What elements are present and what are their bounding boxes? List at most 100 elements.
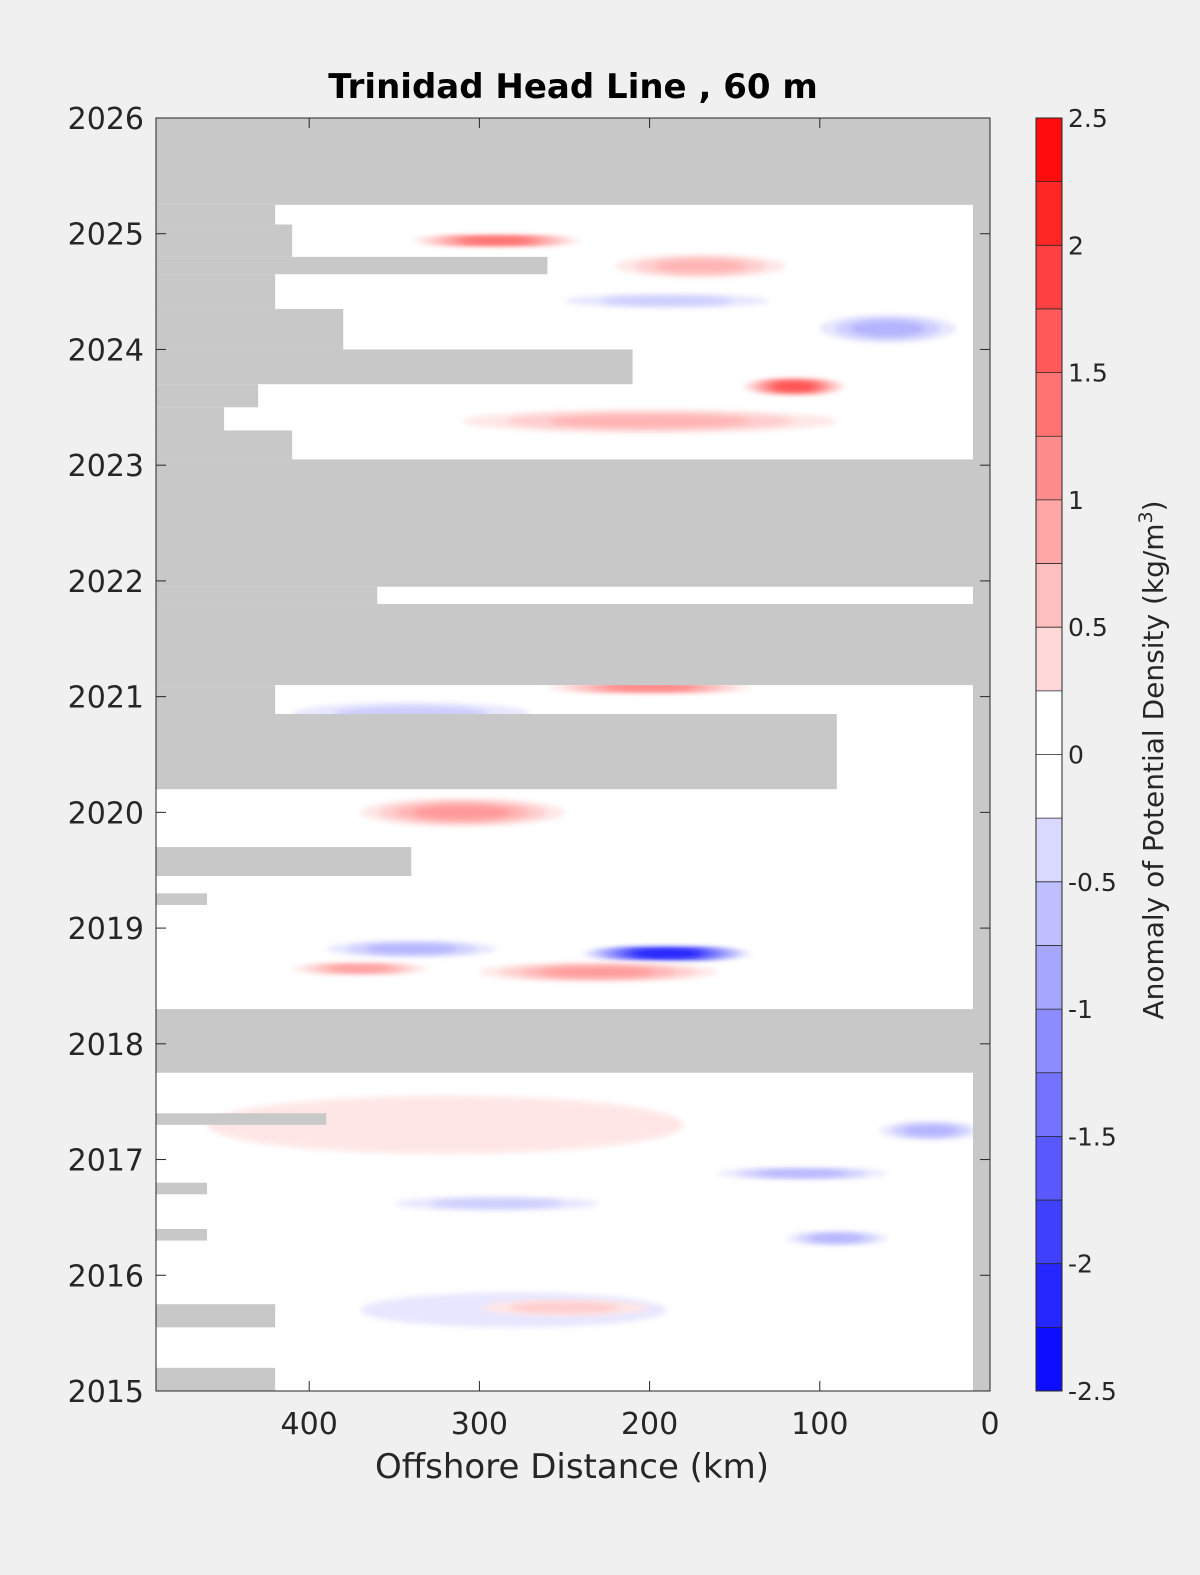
no-data-region: [156, 308, 344, 350]
anomaly-feature-11-level-4: [541, 967, 656, 977]
colorbar-band: [1036, 499, 1062, 564]
colorbar-band: [1036, 372, 1062, 437]
no-data-region: [156, 847, 412, 877]
colorbar-tick-label: -0.5: [1068, 868, 1117, 897]
no-data-region: [156, 604, 990, 686]
y-tick-label: 2026: [68, 102, 144, 137]
anomaly-feature-6-level-5: [604, 684, 695, 690]
x-tick-label: 0: [980, 1407, 999, 1442]
anomaly-feature-0-level-6: [460, 238, 532, 244]
anomaly-feature-17-level-2: [430, 1199, 563, 1209]
colorbar-tick-label: 1.5: [1068, 359, 1108, 388]
no-data-region: [156, 1182, 208, 1195]
colorbar-band: [1036, 1072, 1062, 1137]
colorbar-tick-label: 1: [1068, 486, 1084, 515]
anomaly-feature-10-level-9: [634, 950, 699, 957]
no-data-region: [156, 1367, 276, 1391]
colorbar-band: [1036, 181, 1062, 246]
anomaly-feature-13-level-3: [365, 944, 457, 954]
anomaly-feature-4-level-3: [851, 321, 925, 337]
colorbar-frame: [1035, 117, 1063, 1392]
no-data-region: [156, 204, 276, 225]
colorbar-band: [1036, 1327, 1062, 1391]
x-tick-label: 300: [451, 1407, 508, 1442]
colorbar-band: [1036, 436, 1062, 500]
colorbar-tick-label: -1: [1068, 995, 1093, 1024]
y-tick-label: 2023: [68, 449, 144, 484]
no-data-region: [156, 1304, 276, 1328]
colorbar-label-end: ): [1137, 500, 1170, 511]
no-data-region: [972, 118, 990, 1391]
no-data-region: [156, 274, 276, 309]
colorbar-band: [1036, 118, 1062, 182]
no-data-region: [156, 459, 990, 587]
colorbar-band: [1036, 818, 1062, 882]
colorbar-band: [1036, 1263, 1062, 1328]
y-tick-label: 2019: [68, 912, 144, 947]
y-tick-label: 2017: [68, 1144, 144, 1179]
colorbar-label-superscript: 3: [1135, 511, 1157, 523]
y-tick-label: 2016: [68, 1259, 144, 1294]
chart-title: Trinidad Head Line , 60 m: [328, 67, 818, 107]
no-data-region: [156, 430, 293, 460]
colorbar-band: [1036, 308, 1062, 373]
colorbar-tick-label: 0.5: [1068, 613, 1108, 642]
colorbar-band: [1036, 1009, 1062, 1073]
anomaly-feature-9-level-4: [413, 805, 511, 819]
no-data-region: [156, 685, 276, 714]
x-tick-label: 100: [791, 1407, 848, 1442]
no-data-region: [156, 1228, 208, 1241]
anomaly-feature-20-level-2: [509, 1302, 620, 1313]
colorbar-tick-label: 2.5: [1068, 104, 1108, 133]
colorbar-band: [1036, 945, 1062, 1010]
colorbar-band: [1036, 690, 1062, 755]
anomaly-feature-21-level-1: [207, 1095, 684, 1154]
y-tick-label: 2025: [68, 218, 144, 253]
anomaly-feature-3-level-3: [549, 415, 750, 428]
x-tick-label: 400: [281, 1407, 338, 1442]
colorbar-label: Anomaly of Potential Density (kg/m3): [1135, 500, 1170, 1019]
no-data-region: [156, 893, 208, 905]
no-data-region: [156, 349, 633, 385]
no-data-region: [156, 713, 837, 790]
y-tick-label: 2024: [68, 333, 144, 368]
no-data-region: [156, 1009, 990, 1073]
x-axis: 400 300 200 100 0: [281, 118, 1000, 1442]
anomaly-feature-12-level-4: [327, 965, 393, 972]
no-data-region: [156, 1113, 327, 1125]
anomaly-feature-2-level-7: [773, 383, 815, 390]
colorbar-band: [1036, 1200, 1062, 1264]
no-data-region: [156, 384, 259, 408]
colorbar-tick-label: -2: [1068, 1250, 1093, 1279]
colorbar-label-main: Anomaly of Potential Density (kg/m: [1137, 523, 1170, 1019]
plot-frame: [155, 117, 991, 1392]
colorbar-tick-label: -2.5: [1068, 1377, 1117, 1406]
no-data-region: [156, 118, 990, 205]
no-data-regions: [156, 118, 990, 1391]
y-tick-label: 2022: [68, 565, 144, 600]
y-axis: 2026 2025 2024 2023 2022 2021 2020 2019 2018 2017…: [68, 102, 990, 1410]
colorbar-band: [1036, 1136, 1062, 1201]
y-tick-label: 2020: [68, 796, 144, 831]
anomaly-feature-5-level-2: [600, 296, 733, 306]
y-tick-label: 2015: [68, 1375, 144, 1410]
x-tick-label: 200: [621, 1407, 678, 1442]
colorbar: 2.5 2 1.5 1 0.5 0 -0.5 -1 -1.5 -2 -2.5: [1035, 104, 1117, 1406]
anomaly-feature-16-level-3: [903, 1125, 958, 1136]
colorbar-tick-label: 2: [1068, 231, 1084, 260]
no-data-region: [156, 407, 225, 431]
anomaly-features: [207, 234, 982, 1328]
colorbar-band: [1036, 245, 1062, 309]
y-tick-label: 2018: [68, 1028, 144, 1063]
colorbar-band: [1036, 563, 1062, 628]
no-data-region: [156, 224, 293, 257]
no-data-region: [156, 256, 548, 275]
colorbar-band: [1036, 754, 1062, 819]
colorbar-band: [1036, 627, 1062, 691]
no-data-region: [156, 586, 378, 605]
anomaly-feature-1-level-3: [655, 259, 747, 273]
anomaly-feature-18-level-3: [809, 1234, 865, 1242]
colorbar-tick-label: 0: [1068, 741, 1084, 770]
y-tick-label: 2021: [68, 681, 144, 716]
